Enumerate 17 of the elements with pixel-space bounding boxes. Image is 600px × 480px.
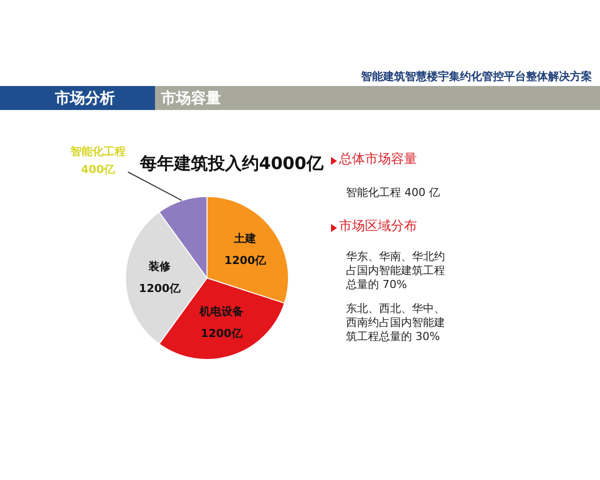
text: 东北、西北、华中、西南约占国内智能建筑工程总量的 30% bbox=[346, 302, 445, 343]
text: 总体市场容量 bbox=[339, 152, 417, 167]
data-label: 400亿 bbox=[81, 162, 116, 176]
slice-label: 土建 bbox=[233, 232, 256, 246]
text: 每年建筑投入约4000亿 bbox=[140, 153, 324, 175]
slice-label: 智能化工程 bbox=[70, 144, 126, 158]
text: 市场分析 bbox=[55, 89, 115, 107]
text: 智能化工程 400 亿 bbox=[346, 186, 440, 199]
text: 市场区域分布 bbox=[339, 219, 417, 234]
text: 智能建筑智慧楼宇集约化管控平台整体解决方案 bbox=[361, 70, 592, 83]
data-label: 1200亿 bbox=[224, 254, 268, 268]
data-label: 1200亿 bbox=[138, 282, 182, 295]
slice-label: 装修 bbox=[148, 260, 172, 273]
text: 市场容量 bbox=[161, 89, 221, 107]
data-label: 1200亿 bbox=[200, 326, 244, 340]
text: 华东、华南、华北约占国内智能建筑工程总量的 70% bbox=[346, 250, 445, 291]
slice-label: 机电设备 bbox=[198, 304, 244, 318]
